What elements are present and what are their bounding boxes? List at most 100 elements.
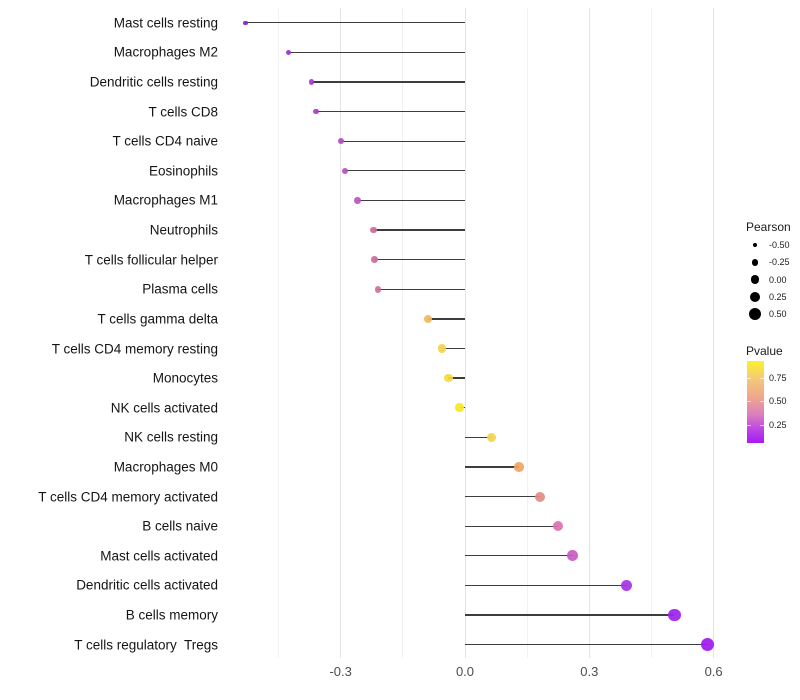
category-label: Neutrophils — [149, 222, 218, 238]
legend-size-dot — [752, 242, 758, 248]
category-label: Plasma cells — [142, 281, 218, 297]
category-label: T cells CD8 — [148, 104, 218, 120]
stem-line — [448, 377, 465, 379]
category-label: Mast cells resting — [113, 15, 218, 31]
legend-size-dot — [748, 307, 762, 321]
category-label: T cells CD4 naive — [112, 133, 218, 149]
legend-size-dot — [749, 291, 761, 303]
legend-size-dot — [751, 259, 759, 266]
stem-line — [288, 51, 465, 54]
stem-line — [427, 318, 465, 320]
major-gridline — [588, 8, 590, 658]
category-label: Eosinophils — [148, 163, 218, 179]
colorbar-tick — [747, 401, 751, 403]
stem-line — [465, 436, 492, 438]
colorbar-tick — [747, 378, 751, 380]
category-label: B cells naive — [142, 518, 218, 534]
data-point — [553, 520, 564, 532]
stem-line — [465, 466, 519, 468]
data-point — [567, 550, 579, 562]
data-point — [243, 20, 248, 25]
stem-line — [465, 584, 627, 587]
category-label: Macrophages M2 — [113, 44, 218, 60]
data-point — [667, 608, 681, 622]
stem-line — [465, 495, 540, 498]
data-point — [455, 403, 464, 412]
stem-line — [465, 525, 559, 527]
category-label: Dendritic cells activated — [76, 577, 218, 593]
category-label: T cells CD4 memory resting — [51, 341, 218, 356]
legend-size-label: -0.50 — [769, 240, 790, 250]
data-point — [514, 462, 524, 472]
stem-line — [465, 555, 573, 557]
category-label: Mast cells activated — [100, 548, 218, 564]
data-point — [353, 197, 361, 204]
legend-pvalue-label: 0.25 — [769, 419, 787, 430]
legend-size-dot — [750, 275, 760, 284]
data-point — [286, 49, 292, 55]
data-point — [700, 637, 715, 652]
stem-line — [465, 614, 675, 616]
data-point — [312, 108, 319, 115]
minor-gridline — [402, 8, 404, 658]
legend-size-label: 0.50 — [769, 309, 787, 320]
category-label: B cells memory — [125, 607, 218, 623]
stem-line — [357, 199, 465, 202]
stem-line — [377, 288, 465, 290]
stem-line — [245, 22, 465, 24]
stem-line — [374, 259, 465, 261]
x-tick-label: 0.3 — [580, 664, 599, 679]
data-point — [423, 314, 432, 323]
data-point — [438, 344, 447, 353]
major-gridline — [340, 8, 342, 658]
colorbar-tick — [760, 424, 764, 426]
colorbar-tick — [760, 401, 764, 403]
minor-gridline — [650, 8, 652, 658]
legend-size-label: 0.00 — [769, 274, 787, 285]
legend-size-label: 0.25 — [769, 291, 787, 302]
data-point — [371, 256, 379, 264]
data-point — [370, 226, 378, 234]
category-label: T cells regulatory Tregs — [74, 637, 218, 653]
category-label: T cells follicular helper — [84, 252, 218, 268]
data-point — [620, 579, 633, 592]
stem-line — [465, 643, 708, 646]
stem-line — [340, 140, 465, 142]
x-tick-label: 0.6 — [704, 664, 723, 679]
category-label: Monocytes — [152, 370, 218, 386]
colorbar-tick — [760, 378, 764, 380]
category-label: T cells CD4 memory activated — [38, 489, 218, 505]
stem-line — [373, 229, 465, 231]
data-point — [444, 373, 453, 383]
stem-line — [315, 110, 465, 113]
category-label: Macrophages M1 — [113, 192, 218, 208]
data-point — [341, 167, 348, 174]
x-tick-label: -0.3 — [329, 664, 352, 679]
category-label: Dendritic cells resting — [89, 74, 218, 90]
data-point — [308, 79, 315, 85]
x-tick-label: 0.0 — [455, 664, 475, 679]
legend-pearson-title: Pearson — [746, 220, 791, 234]
legend-pvalue-title: Pvalue — [746, 344, 783, 358]
stem-line — [311, 81, 465, 83]
legend-pvalue-label: 0.75 — [769, 373, 787, 384]
legend-pvalue-label: 0.50 — [769, 396, 787, 407]
minor-gridline — [526, 8, 528, 658]
major-gridline — [464, 8, 466, 658]
data-point — [374, 285, 382, 293]
stem-line — [442, 347, 465, 350]
category-label: NK cells resting — [124, 429, 218, 445]
major-gridline — [713, 8, 715, 658]
legend-size-label: -0.25 — [769, 257, 790, 268]
category-label: Macrophages M0 — [113, 459, 218, 475]
pvalue-colorbar — [747, 361, 764, 443]
data-point — [534, 491, 545, 502]
category-label: NK cells activated — [110, 400, 218, 416]
data-point — [337, 138, 344, 145]
stem-line — [344, 170, 465, 172]
colorbar-tick — [747, 424, 751, 426]
category-label: T cells gamma delta — [97, 311, 218, 327]
data-point — [487, 432, 497, 442]
minor-gridline — [278, 8, 280, 658]
